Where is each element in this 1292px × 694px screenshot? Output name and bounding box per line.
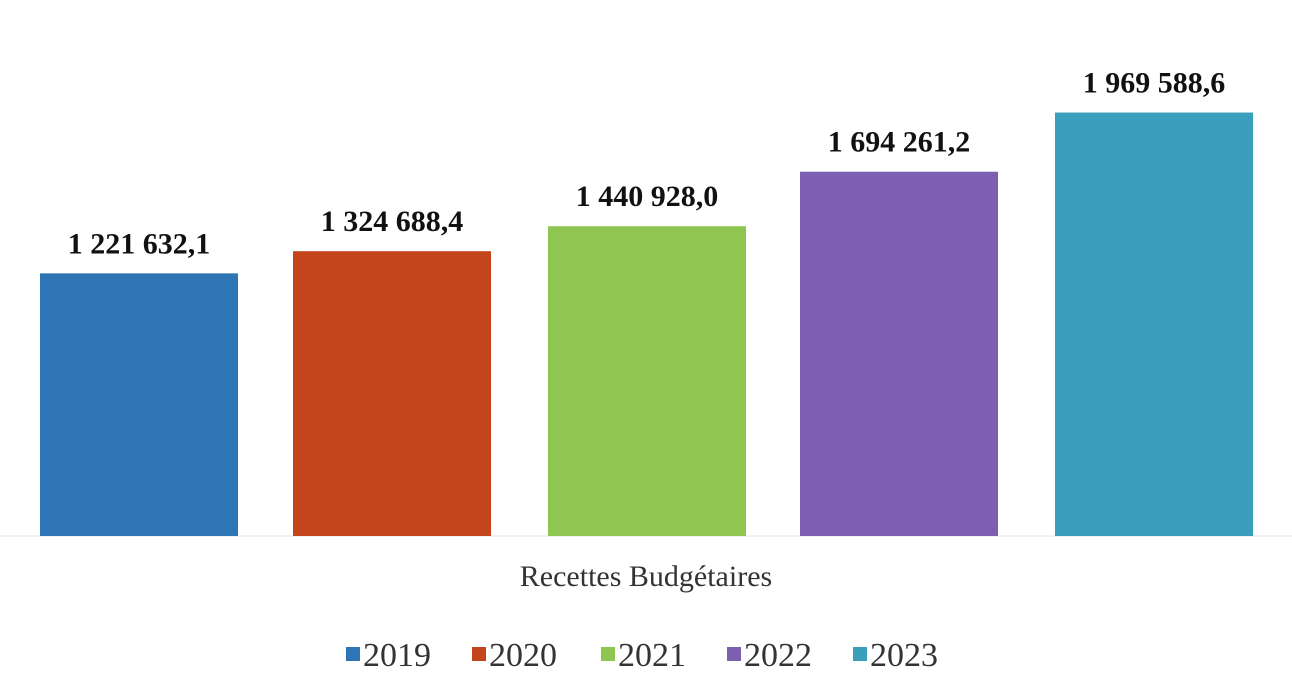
bar-2023: [1055, 112, 1253, 536]
legend-swatch-2019: [346, 647, 360, 661]
legend-label-2023: 2023: [870, 637, 938, 674]
data-label-2019: 1 221 632,1: [68, 227, 211, 260]
legend-label-2021: 2021: [618, 637, 686, 674]
legend-swatch-2021: [601, 647, 615, 661]
bar-2022: [800, 171, 998, 537]
bar-2021: [548, 226, 746, 536]
data-label-2021: 1 440 928,0: [576, 180, 719, 213]
legend-swatch-2020: [472, 647, 486, 661]
bar-2020: [293, 251, 491, 536]
legend-label-2019: 2019: [363, 637, 431, 674]
data-label-2022: 1 694 261,2: [828, 126, 971, 159]
legend-label-2022: 2022: [744, 637, 812, 674]
bar-2019: [40, 273, 238, 536]
data-label-2023: 1 969 588,6: [1083, 67, 1226, 100]
data-label-2020: 1 324 688,4: [321, 205, 464, 238]
legend-swatch-2022: [727, 647, 741, 661]
legend-label-2020: 2020: [489, 637, 557, 674]
x-axis-label: Recettes Budgétaires: [520, 560, 772, 593]
legend: 2019 2020 2021 2022 2023: [346, 637, 938, 674]
legend-swatch-2023: [853, 647, 867, 661]
